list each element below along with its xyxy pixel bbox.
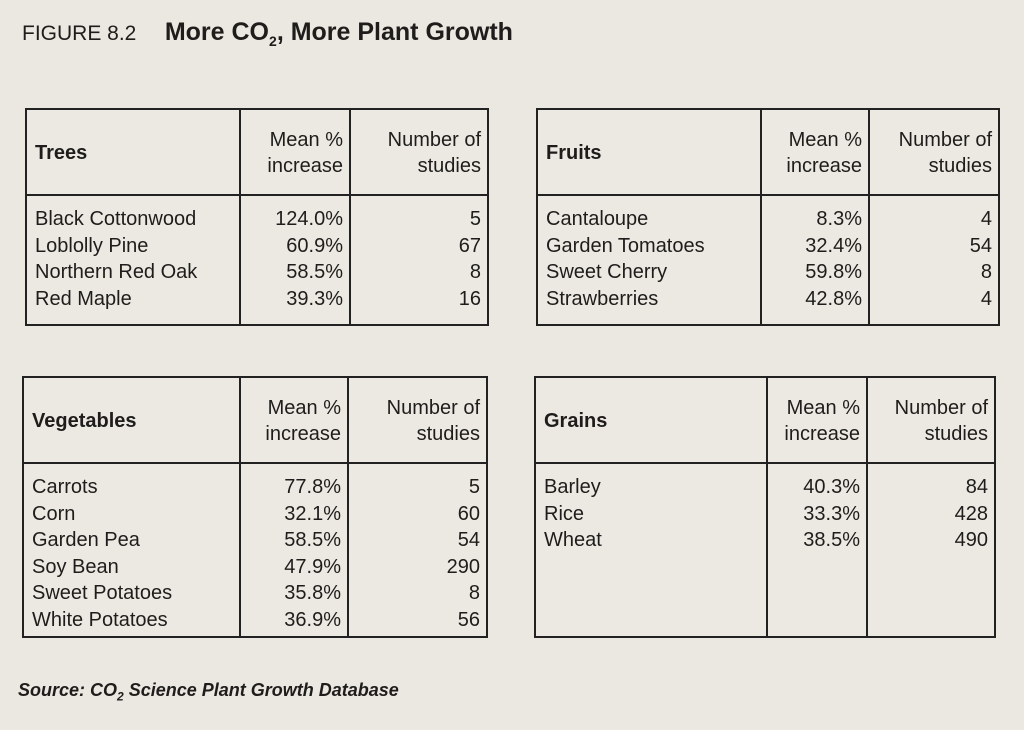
mean-increase-value: 32.1% bbox=[284, 502, 341, 525]
plant-name: Rice bbox=[544, 502, 585, 525]
plant-name: Garden Tomatoes bbox=[546, 234, 705, 257]
category-heading: Trees bbox=[35, 142, 88, 164]
plant-name: Wheat bbox=[544, 529, 602, 551]
mean-increase-heading: Mean % increase bbox=[239, 110, 349, 194]
column-studies: 5 67 8 16 bbox=[349, 196, 487, 324]
studies-count-value: 290 bbox=[446, 555, 480, 578]
plant-name: Loblolly Pine bbox=[35, 234, 149, 257]
category-heading: Fruits bbox=[546, 142, 602, 164]
mean-increase-heading: Mean % increase bbox=[239, 378, 347, 462]
mean-increase-value: 77.8% bbox=[284, 476, 341, 498]
number-of-studies-heading: Number of studies bbox=[347, 378, 486, 462]
studies-count-value: 8 bbox=[468, 582, 480, 604]
studies-count-value: 67 bbox=[458, 234, 481, 257]
table-grains: Grains Mean % increase Number of studies Ba… bbox=[534, 376, 996, 638]
column-mean: 124.0% 60.9% 58.5% 39.3% bbox=[239, 196, 349, 324]
table-header: Fruits Mean % increase Number of studies bbox=[538, 110, 998, 196]
plant-name: Carrots bbox=[32, 476, 98, 498]
plant-name: Cantaloupe bbox=[546, 208, 649, 230]
column-mean: 40.3% 33.3% 38.5% bbox=[766, 464, 866, 636]
mean-increase-value: 35.8% bbox=[284, 582, 341, 604]
mean-increase-value: 8.3% bbox=[816, 208, 862, 230]
column-name: Barley Rice Wheat bbox=[536, 464, 766, 636]
column-studies: 84 428 490 bbox=[866, 464, 994, 636]
studies-count-value: 490 bbox=[954, 529, 988, 551]
column-mean: 8.3% 32.4% 59.8% 42.8% bbox=[760, 196, 868, 324]
studies-count-value: 54 bbox=[457, 529, 480, 551]
table-header: Trees Mean % increase Number of studies bbox=[27, 110, 487, 196]
column-mean: 77.8% 32.1% 58.5% 47.9% 35.8% 36.9% bbox=[239, 464, 347, 636]
column-studies: 5 60 54 290 8 56 bbox=[347, 464, 486, 636]
plant-name: Strawberries bbox=[546, 287, 659, 310]
mean-increase-value: 32.4% bbox=[805, 234, 862, 257]
studies-count-value: 8 bbox=[980, 261, 992, 283]
mean-increase-value: 39.3% bbox=[286, 287, 343, 310]
mean-increase-heading: Mean % increase bbox=[766, 378, 866, 462]
mean-increase-value: 42.8% bbox=[805, 287, 862, 310]
mean-increase-value: 60.9% bbox=[286, 234, 343, 257]
studies-count-value: 5 bbox=[468, 476, 480, 498]
table-trees: Trees Mean % increase Number of studies Bla… bbox=[25, 108, 489, 326]
studies-count-value: 56 bbox=[457, 608, 480, 631]
studies-count-value: 5 bbox=[469, 208, 481, 230]
column-name: Carrots Corn Garden Pea Soy Bean Sweet Potat… bbox=[24, 464, 239, 636]
studies-count-value: 60 bbox=[457, 502, 480, 525]
plant-name: Black Cottonwood bbox=[35, 208, 197, 230]
column-studies: 4 54 8 4 bbox=[868, 196, 998, 324]
mean-increase-value: 59.8% bbox=[805, 261, 862, 283]
table-vegetables: Vegetables Mean % increase Number of studi… bbox=[22, 376, 488, 638]
mean-increase-value: 47.9% bbox=[284, 555, 341, 578]
plant-name: Corn bbox=[32, 502, 76, 525]
column-name: Cantaloupe Garden Tomatoes Sweet Cherry Str… bbox=[538, 196, 760, 324]
number-of-studies-heading: Number of studies bbox=[868, 110, 998, 194]
studies-count-value: 4 bbox=[980, 287, 992, 310]
mean-increase-heading: Mean % increase bbox=[760, 110, 868, 194]
plant-name: Northern Red Oak bbox=[35, 261, 198, 283]
category-heading: Grains bbox=[544, 410, 608, 432]
studies-count-value: 4 bbox=[980, 208, 992, 230]
figure-title: FIGURE 8.2 More CO2, More Plant Growth bbox=[22, 18, 513, 49]
mean-increase-value: 58.5% bbox=[286, 261, 343, 283]
number-of-studies-heading: Number of studies bbox=[866, 378, 994, 462]
mean-increase-value: 33.3% bbox=[803, 502, 860, 525]
studies-count-value: 16 bbox=[458, 287, 481, 310]
mean-increase-value: 58.5% bbox=[284, 529, 341, 551]
table-header: Grains Mean % increase Number of studies bbox=[536, 378, 994, 464]
mean-increase-value: 38.5% bbox=[803, 529, 860, 551]
column-name: Black Cottonwood Loblolly Pine Northern Re… bbox=[27, 196, 239, 324]
studies-count-value: 54 bbox=[969, 234, 992, 257]
plant-name: Sweet Cherry bbox=[546, 261, 668, 283]
plant-name: Soy Bean bbox=[32, 555, 119, 578]
table-fruits: Fruits Mean % increase Number of studies Ca… bbox=[536, 108, 1000, 326]
category-heading: Vegetables bbox=[32, 410, 137, 432]
source-note: Source: CO2 Science Plant Growth Databas… bbox=[18, 680, 399, 704]
studies-count-value: 8 bbox=[469, 261, 481, 283]
plant-name: Sweet Potatoes bbox=[32, 582, 173, 604]
mean-increase-value: 40.3% bbox=[803, 476, 860, 498]
studies-count-value: 428 bbox=[954, 502, 988, 525]
figure-heading: More CO2, More Plant Growth bbox=[164, 18, 513, 49]
figure-label: FIGURE 8.2 bbox=[22, 22, 137, 45]
number-of-studies-heading: Number of studies bbox=[349, 110, 487, 194]
plant-name: White Potatoes bbox=[32, 608, 168, 631]
plant-name: Garden Pea bbox=[32, 529, 140, 551]
mean-increase-value: 36.9% bbox=[284, 608, 341, 631]
table-header: Vegetables Mean % increase Number of studi… bbox=[24, 378, 486, 464]
plant-name: Barley bbox=[544, 476, 601, 498]
plant-name: Red Maple bbox=[35, 287, 132, 310]
mean-increase-value: 124.0% bbox=[275, 208, 343, 230]
studies-count-value: 84 bbox=[965, 476, 988, 498]
